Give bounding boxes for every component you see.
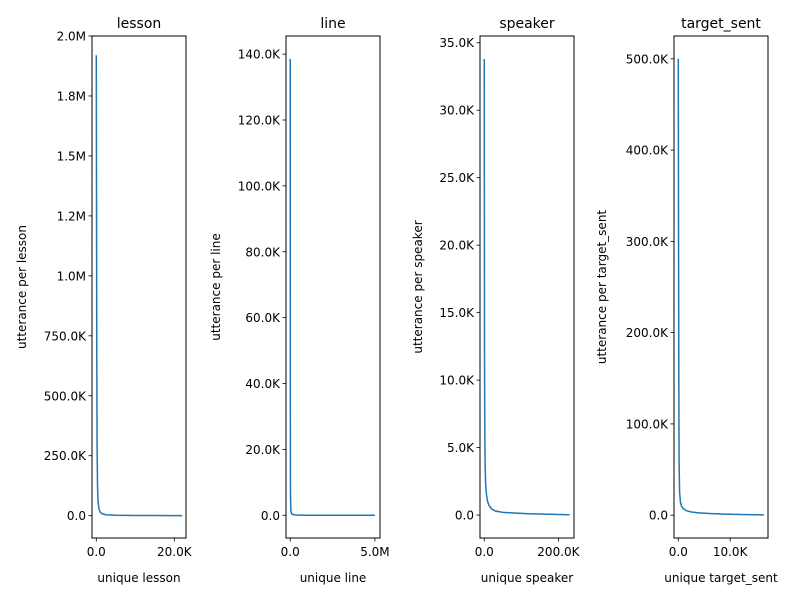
y-tick-label: 200.0K: [626, 326, 669, 340]
x-tick-label: 200.0K: [537, 545, 580, 559]
x-tick-label: 10.0K: [713, 545, 749, 559]
y-tick-label: 140.0K: [238, 48, 281, 62]
y-tick-label: 2.0M: [57, 30, 86, 44]
subplot-title: lesson: [117, 16, 162, 32]
y-tick-label: 5.0K: [447, 441, 475, 455]
y-tick-label: 0.0: [67, 509, 86, 523]
x-axis-label: unique target_sent: [664, 571, 778, 585]
y-tick-label: 0.0: [455, 509, 474, 523]
y-tick-label: 100.0K: [238, 179, 281, 193]
y-tick-label: 500.0K: [44, 389, 87, 403]
series-line-1: [95, 55, 183, 517]
y-tick-label: 500.0K: [626, 52, 669, 66]
subplot-3: 0.0 5.0K 10.0K 15.0K 20.0K 25.0K 30.0K 35.0K 0.0…: [411, 16, 581, 585]
y-tick-label: 30.0K: [439, 104, 475, 118]
y-axis-label: utterance per lesson: [15, 225, 29, 349]
axes-frame: [91, 35, 187, 539]
y-tick-label: 1.5M: [57, 149, 86, 163]
x-tick-label: 0.0: [87, 545, 106, 559]
subplot-1: 0.0 250.0K 500.0K 750.0K 1.0M 1.2M 1.5M 1.8M 2.0…: [15, 16, 193, 585]
y-tick-label: 20.0K: [245, 443, 281, 457]
subplot-title: line: [320, 16, 345, 32]
subplot-title: target_sent: [681, 16, 761, 32]
x-tick-label: 20.0K: [157, 545, 193, 559]
x-tick-label: 0.0: [475, 545, 494, 559]
subplot-title: speaker: [499, 16, 555, 32]
y-tick-label: 10.0K: [439, 374, 475, 388]
axes-frame: [285, 35, 381, 539]
series-line-1: [677, 58, 764, 516]
series-line-1: [289, 59, 375, 517]
y-tick-label: 0.0: [261, 509, 280, 523]
y-tick-label: 15.0K: [439, 306, 475, 320]
axes-frame: [479, 35, 575, 539]
y-tick-label: 300.0K: [626, 235, 669, 249]
y-tick-label: 60.0K: [245, 311, 281, 325]
y-tick-label: 25.0K: [439, 171, 475, 185]
x-tick-label: 0.0: [281, 545, 300, 559]
y-tick-label: 1.8M: [57, 89, 86, 103]
y-tick-label: 120.0K: [238, 113, 281, 127]
x-axis-label: unique line: [300, 571, 367, 585]
subplot-4: 0.0 100.0K 200.0K 300.0K 400.0K 500.0K 0.0 10.0…: [595, 16, 778, 585]
series-line-1: [483, 58, 570, 516]
y-axis-label: utterance per target_sent: [595, 210, 609, 365]
axes-frame: [673, 35, 769, 539]
subplot-2: 0.0 20.0K 40.0K 60.0K 80.0K 100.0K 120.0K 140.0…: [209, 16, 390, 585]
y-tick-label: 100.0K: [626, 417, 669, 431]
y-tick-label: 400.0K: [626, 144, 669, 158]
y-tick-label: 0.0: [649, 509, 668, 523]
y-tick-label: 1.0M: [57, 269, 86, 283]
y-tick-label: 250.0K: [44, 449, 87, 463]
y-tick-label: 750.0K: [44, 329, 87, 343]
y-tick-label: 40.0K: [245, 377, 281, 391]
y-axis-label: utterance per line: [209, 233, 223, 341]
y-axis-label: utterance per speaker: [411, 220, 425, 353]
y-tick-label: 1.2M: [57, 209, 86, 223]
y-tick-label: 35.0K: [439, 36, 475, 50]
x-axis-label: unique lesson: [97, 571, 180, 585]
x-axis-label: unique speaker: [481, 571, 573, 585]
y-tick-label: 80.0K: [245, 245, 281, 259]
y-tick-label: 20.0K: [439, 239, 475, 253]
x-tick-label: 5.0M: [360, 545, 389, 559]
x-tick-label: 0.0: [669, 545, 688, 559]
